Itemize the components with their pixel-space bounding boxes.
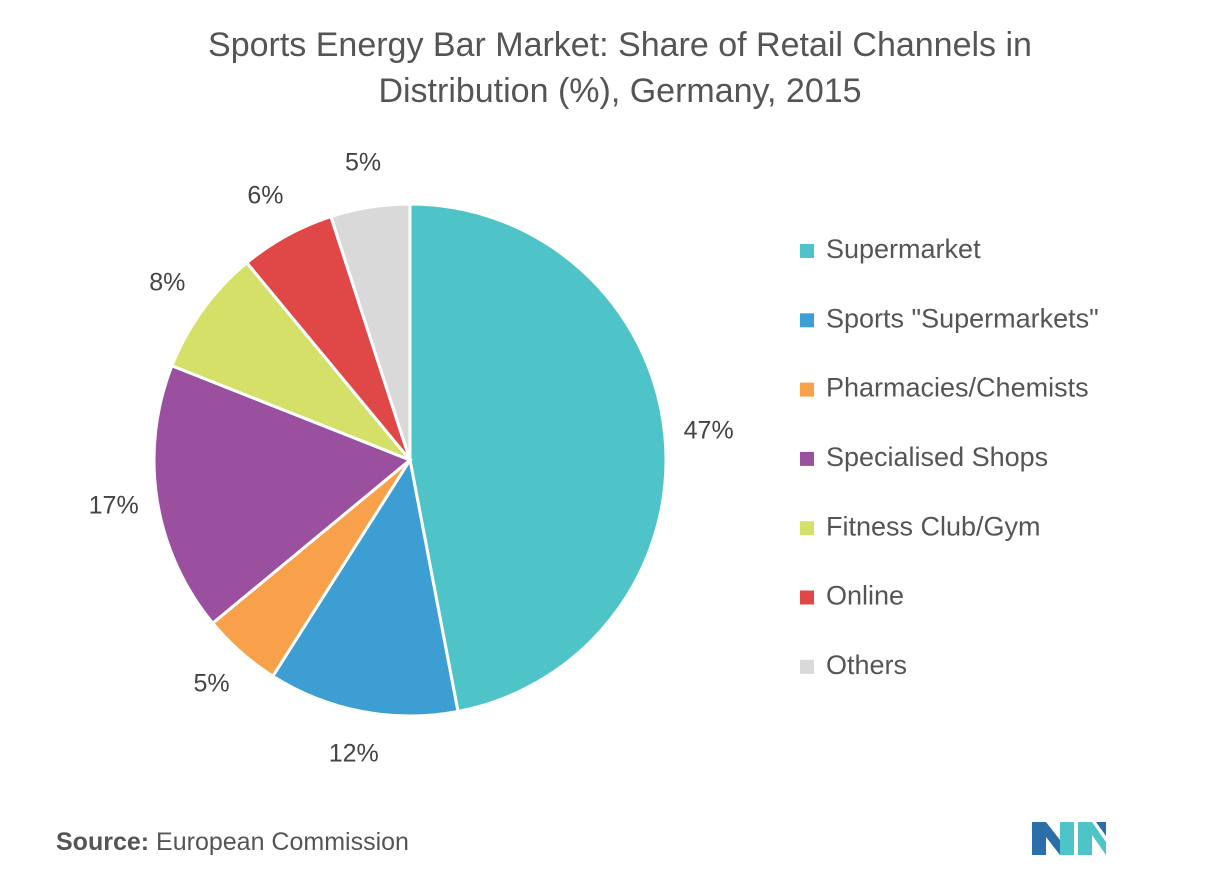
legend-swatch [800,382,814,397]
legend-label: Pharmacies/Chemists [826,373,1089,403]
logo [1032,822,1106,855]
pie-slice [329,202,412,461]
data-label: 47% [684,416,734,444]
data-label: 5% [345,148,381,176]
legend-swatch [800,659,814,674]
legend-swatch [800,451,814,466]
data-label: 6% [247,182,283,210]
pie-slice [152,363,413,626]
data-label: 5% [194,670,230,698]
legend-swatch [800,244,814,258]
source: Source: European Commission [56,828,409,857]
legend-label: Sports "Supermarkets" [826,303,1099,333]
legend-swatch [800,313,814,328]
data-label: 17% [89,492,139,520]
chart-title: Sports Energy Bar Market: Share of Retai… [208,26,1032,110]
legend-swatch [800,521,814,536]
data-label: 8% [149,268,185,296]
pie-slice [270,455,460,718]
pie-slice [170,260,412,462]
source-text: European Commission [156,828,409,856]
legend-label: Supermarket [826,234,981,264]
legend-label: Others [826,650,907,680]
legend-label: Specialised Shops [826,442,1048,472]
legend-label: Fitness Club/Gym [826,511,1041,541]
legend-label: Online [826,581,904,611]
legend-swatch [800,590,814,605]
data-label: 12% [329,739,379,767]
pie-slice [408,202,668,714]
source-label: Source: [56,828,150,856]
